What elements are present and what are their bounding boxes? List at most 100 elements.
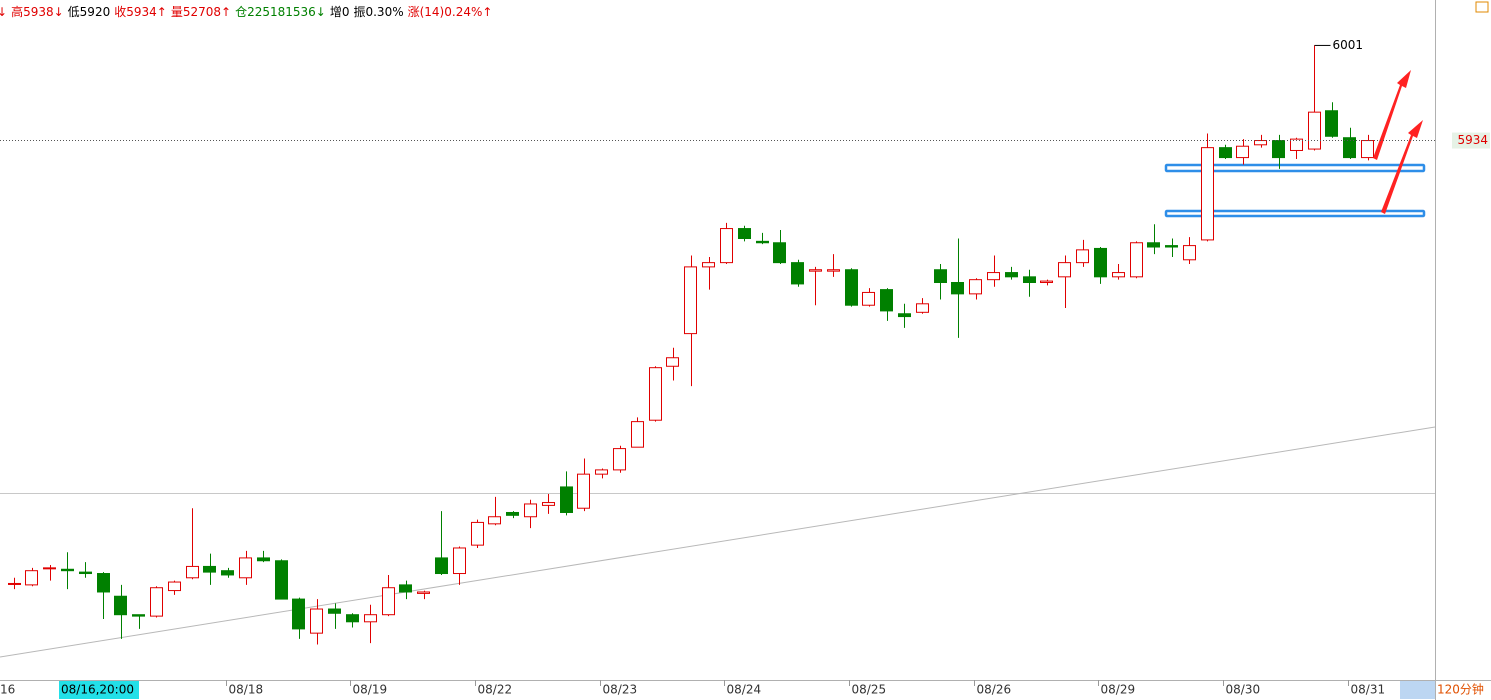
x-tick-label: 08/24 [727,683,762,697]
candle-body [1343,137,1356,159]
candle-body [1325,110,1338,137]
header-item: 增0 [330,5,350,19]
x-tick-label: 08/31 [1351,683,1386,697]
candle-body [8,582,21,585]
header-item: 仓225181536↓ [235,5,326,19]
candle-body [132,614,145,617]
period-label: 120分钟 [1437,682,1484,697]
header-item: 高5938↓ [11,4,64,19]
candle-body [1058,262,1071,278]
candle-body [738,228,751,239]
candle-body [364,614,377,623]
candle-body [934,269,947,284]
candle-body [524,503,537,518]
candle-body [631,421,644,448]
candle-body [827,269,840,272]
candle-body [1236,145,1249,159]
drawn-level-box [1164,163,1426,173]
drawn-arrow [1373,70,1411,160]
candle-body [61,568,74,572]
candle-body [809,269,822,272]
drawn-level-box [1164,209,1426,218]
candle-body [560,486,573,513]
candle-body [1165,245,1178,248]
panel-icon[interactable] [1475,1,1489,13]
candle-body [168,581,181,592]
candle-body [542,502,555,506]
x-tick-label: 08/22 [478,683,513,697]
candle-body [239,557,252,579]
candle-body [257,557,270,562]
candle-body [310,608,323,634]
candle-body [702,262,715,268]
candle-body [773,242,786,264]
candle-body [1272,140,1285,159]
header-item: ↓ [0,5,7,19]
candle-body [1040,280,1053,284]
candle-body [1361,140,1374,159]
candle-body [1254,140,1267,146]
scroll-box[interactable] [1400,681,1435,699]
candle-body [399,584,412,593]
candle-body [969,279,982,295]
candle-body [862,291,875,306]
x-tick-label: 08/23 [603,683,638,697]
candle-body [1219,147,1232,159]
candle-body [1130,242,1143,278]
candle-body [1076,249,1089,264]
candle-body [275,560,288,600]
candle-body [666,357,679,367]
candle-body [1023,276,1036,284]
header-item: 低5920 [68,5,111,19]
candle-body [186,565,199,579]
candle-body [595,469,608,475]
candle-body [1005,272,1018,278]
candle-body [720,228,733,264]
candle-body [613,448,626,471]
candle-body [292,598,305,630]
candle-body [1308,111,1321,150]
candle-body [346,614,359,623]
candle-body [79,571,92,575]
candle-body [1290,138,1303,151]
candle-body [435,557,448,575]
x-tick-label: 08/19 [353,683,388,697]
candle-body [221,570,234,576]
candle-body [1201,147,1214,241]
header-item: 振0.30% [353,5,403,19]
candle-body [506,511,519,516]
candle-body [577,473,590,509]
candle-body [916,303,929,313]
candle-body [951,282,964,295]
header: ↓ 高5938↓ 低5920 收5934↑ 量52708↑ 仓225181536↓ 增0 振0… [0,4,492,19]
candle-body [845,269,858,306]
candle-body [471,521,484,546]
candle-body [684,266,697,335]
max-label: 6001 [1333,38,1364,52]
drawn-arrow [1381,120,1423,214]
cursor-label: 08/16,20:00 [61,683,134,697]
x-tick-label: 08/26 [977,683,1012,697]
candle-body [1112,272,1125,278]
candle-body [150,587,163,617]
header-item: 收5934↑ [114,5,167,19]
x-tick-label: 08/29 [1101,683,1136,697]
x-edge-label: 16 [0,683,15,697]
candle-body [880,289,893,312]
candle-body [898,313,911,318]
candle-body [328,608,341,614]
x-tick-label: 08/25 [852,683,887,697]
candles [8,45,1374,645]
x-tick-label: 08/18 [229,683,264,697]
candle-body [417,591,430,594]
candle-body [1094,247,1107,278]
candle-body [25,570,38,586]
candle-body [43,567,56,570]
cursor-box [59,681,139,699]
candle-body [756,240,769,244]
candle-body [453,547,466,575]
candle-body [1147,242,1160,248]
header-item: 量52708↑ [171,5,231,19]
